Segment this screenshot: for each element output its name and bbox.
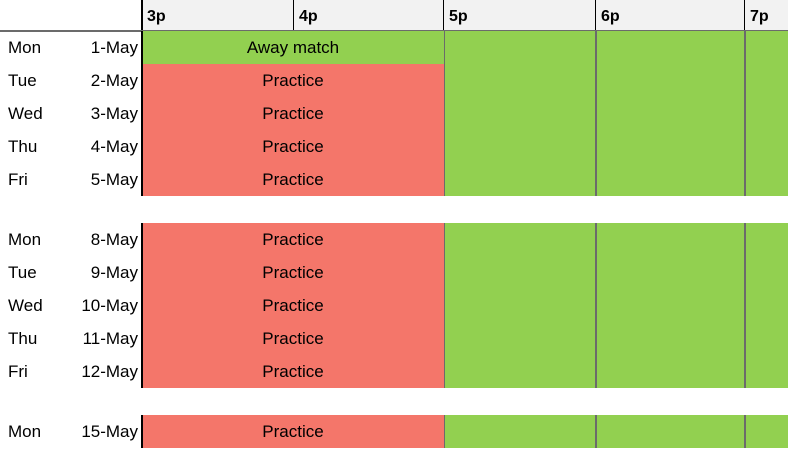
time-header-7p: 7p	[745, 0, 788, 30]
practice-block[interactable]	[143, 256, 444, 289]
date-label: 8-May	[90, 230, 138, 249]
practice-block[interactable]	[143, 289, 444, 322]
event-label: Practice	[262, 329, 324, 348]
time-header-5p: 5p	[444, 0, 596, 30]
column-divider	[443, 31, 445, 196]
row-axis-line	[141, 415, 143, 448]
event-label: Practice	[262, 362, 324, 381]
practice-block[interactable]	[143, 355, 444, 388]
event-label: Away match	[246, 38, 340, 57]
practice-block[interactable]	[143, 97, 444, 130]
day-label: Thu	[8, 329, 38, 348]
date-label: 5-May	[90, 170, 138, 189]
date-label: 12-May	[81, 362, 138, 381]
day-label: Mon	[8, 422, 42, 441]
day-label: Thu	[8, 137, 38, 156]
date-label: 3-May	[90, 104, 138, 123]
event-label: Practice	[262, 71, 324, 90]
practice-block[interactable]	[143, 415, 444, 448]
column-divider	[744, 31, 746, 196]
date-label: 10-May	[81, 296, 138, 315]
column-divider	[595, 415, 597, 448]
column-divider	[744, 415, 746, 448]
time-header-4p: 4p	[294, 0, 444, 30]
date-label: 9-May	[90, 263, 138, 282]
date-label: 2-May	[90, 71, 138, 90]
event-label: Practice	[262, 170, 324, 189]
date-label: 11-May	[82, 329, 138, 348]
away-match-block[interactable]	[143, 31, 444, 64]
practice-block[interactable]	[143, 322, 444, 355]
header-divider	[141, 0, 143, 30]
free-time-block	[444, 415, 788, 448]
practice-block[interactable]	[143, 130, 444, 163]
free-time-block	[444, 31, 788, 196]
event-label: Practice	[262, 104, 324, 123]
time-header-6p: 6p	[596, 0, 745, 30]
practice-block[interactable]	[143, 163, 444, 196]
day-label: Wed	[8, 296, 43, 315]
time-header-3p: 3p	[142, 0, 294, 30]
row-axis-line	[141, 223, 143, 388]
practice-block[interactable]	[143, 223, 444, 256]
day-label: Tue	[8, 71, 37, 90]
event-label: Practice	[262, 230, 324, 249]
day-label: Fri	[8, 362, 28, 381]
event-label: Practice	[262, 422, 324, 441]
day-label: Fri	[8, 170, 28, 189]
event-label: Practice	[262, 263, 324, 282]
header-divider	[595, 0, 596, 30]
row-axis-line	[141, 31, 143, 196]
column-divider	[595, 223, 597, 388]
event-label: Practice	[262, 137, 324, 156]
date-label: 15-May	[81, 422, 138, 441]
column-divider	[744, 223, 746, 388]
practice-block[interactable]	[143, 64, 444, 97]
header-divider	[443, 0, 444, 30]
column-divider	[443, 223, 445, 388]
event-label: Practice	[262, 296, 324, 315]
header-divider	[744, 0, 745, 30]
column-divider	[443, 415, 445, 448]
column-divider	[595, 31, 597, 196]
day-label: Mon	[8, 230, 42, 249]
day-label: Tue	[8, 263, 37, 282]
day-label: Wed	[8, 104, 43, 123]
date-label: 1-May	[90, 38, 138, 57]
date-label: 4-May	[90, 137, 138, 156]
day-label: Mon	[8, 38, 42, 57]
header-divider	[293, 0, 294, 30]
free-time-block	[444, 223, 788, 388]
